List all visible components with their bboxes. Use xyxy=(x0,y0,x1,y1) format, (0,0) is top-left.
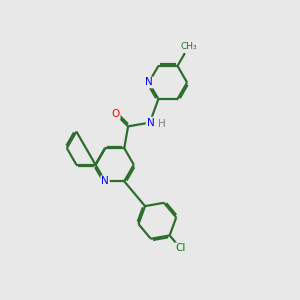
Text: O: O xyxy=(112,109,120,119)
Text: Cl: Cl xyxy=(175,243,186,253)
Text: N: N xyxy=(146,118,154,128)
Text: N: N xyxy=(145,77,153,88)
Text: N: N xyxy=(101,176,109,186)
Text: H: H xyxy=(158,119,166,129)
Text: CH₃: CH₃ xyxy=(181,41,197,50)
